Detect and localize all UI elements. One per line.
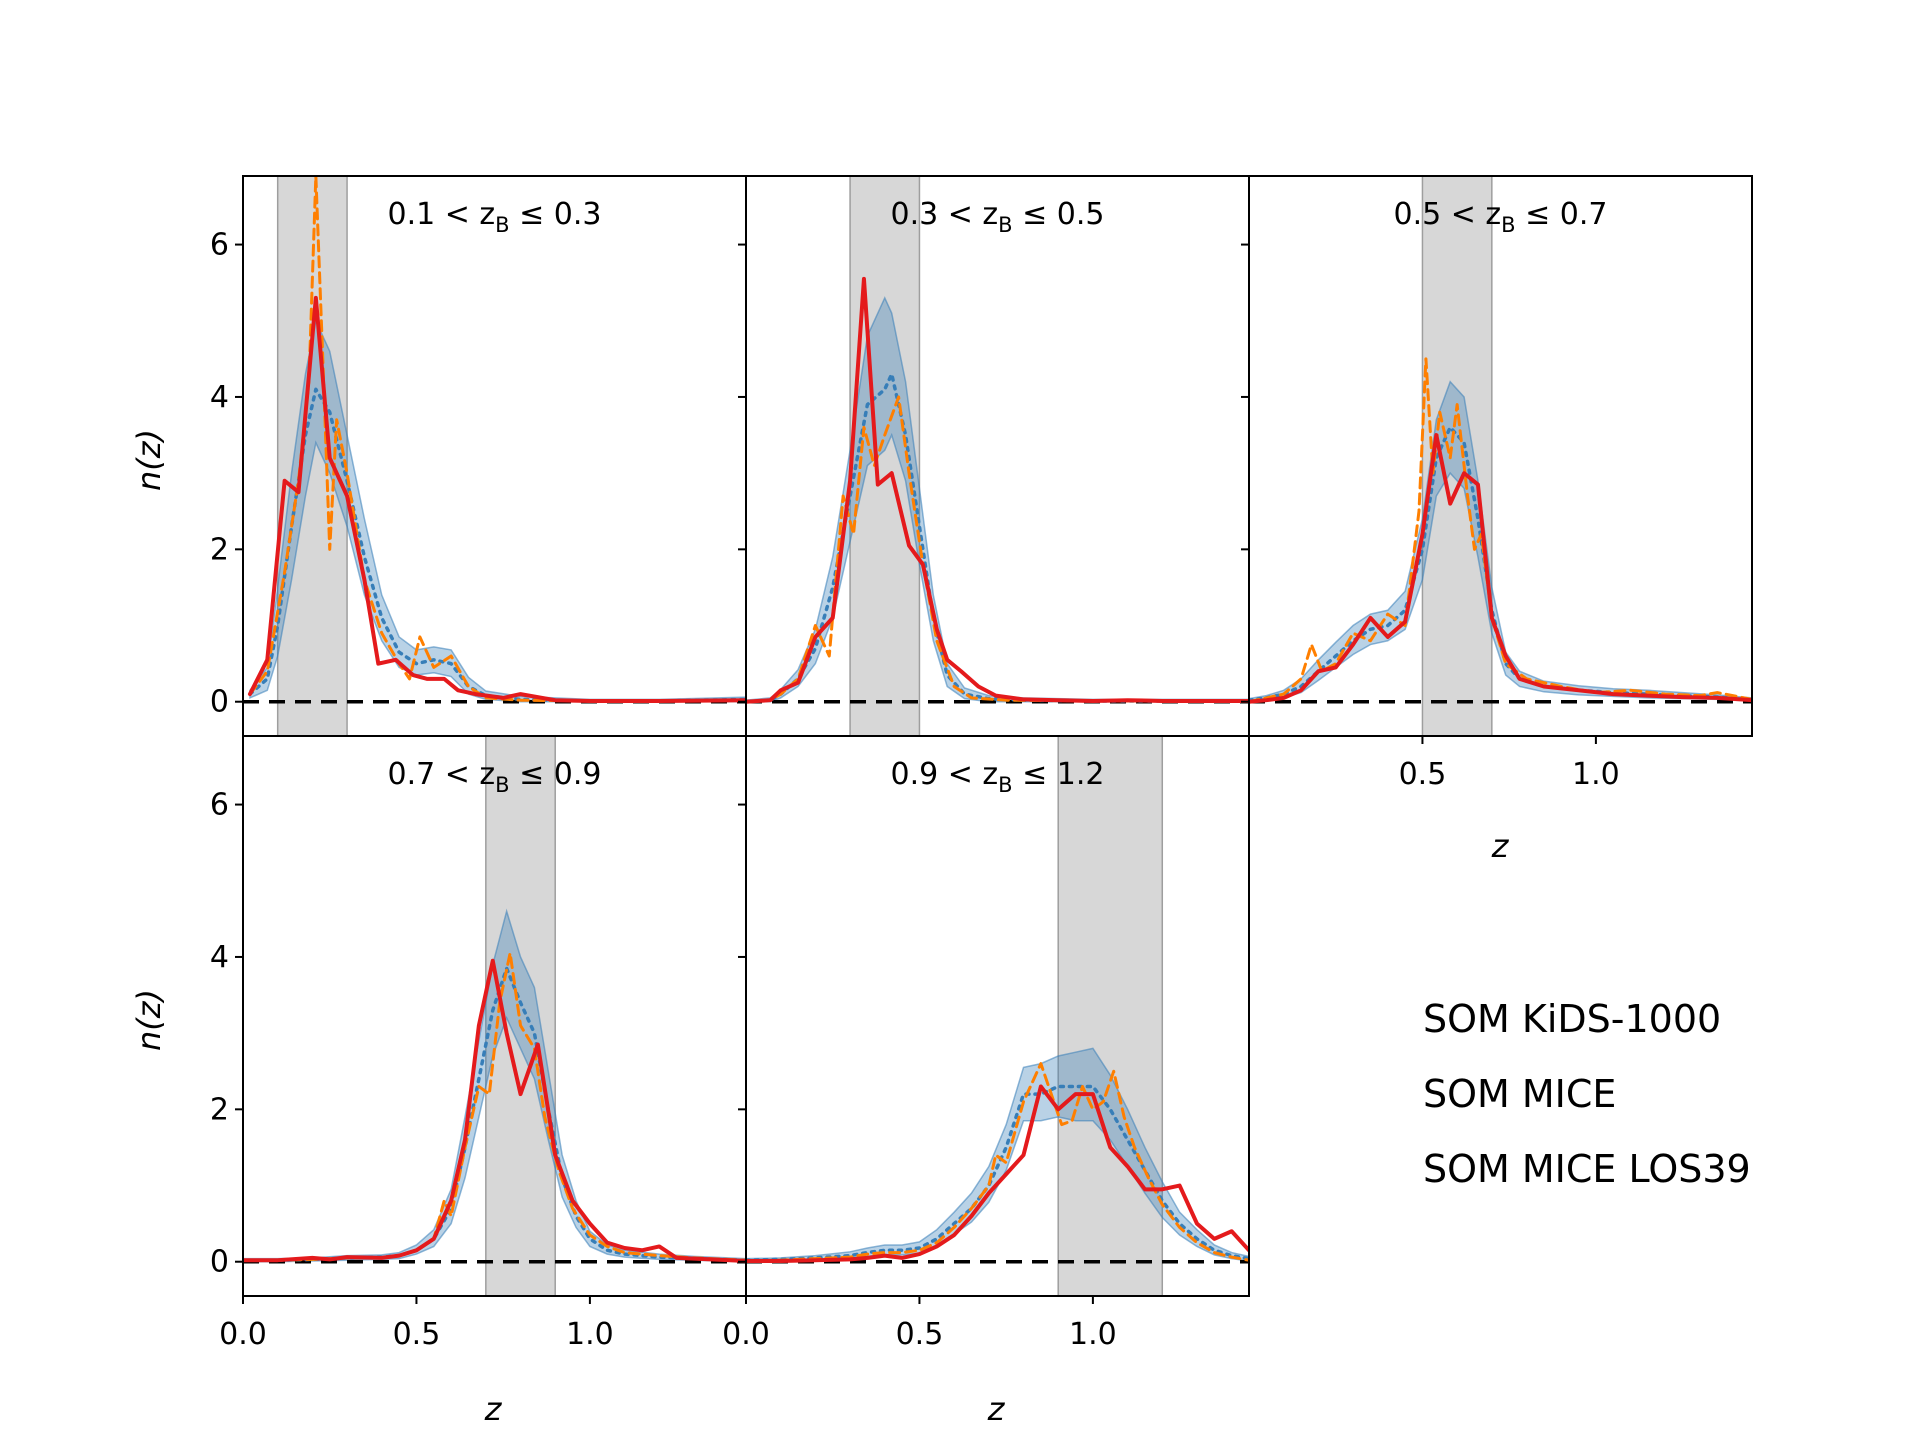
panel-3: 0.5 < zB ≤ 0.7 0.5 1.0	[1241, 175, 1753, 792]
panel-frame	[1248, 175, 1753, 737]
panel-title: 0.9 < zB ≤ 1.2	[890, 757, 1104, 797]
legend-entry-kids: SOM KiDS-1000	[1423, 997, 1721, 1041]
bin-band	[485, 736, 556, 1296]
y-tick-label: 4	[210, 380, 229, 415]
panel-plot-area	[1249, 176, 1752, 736]
x-tick-label: 1.0	[1069, 1317, 1117, 1352]
series-mice-los39-line	[243, 951, 746, 1262]
series-kids-line	[746, 276, 1249, 704]
panel-title: 0.5 < zB ≤ 0.7	[1393, 197, 1607, 237]
y-axis-label-top: n(z)	[130, 429, 168, 491]
y-tick-label: 6	[210, 788, 229, 823]
x-tick-label: 0.5	[393, 1317, 441, 1352]
x-axis-label-left: z	[484, 1390, 503, 1428]
x-tick-label: 1.0	[566, 1317, 614, 1352]
series-mice-los39-line	[746, 1062, 1249, 1263]
x-tick-label: 0.0	[722, 1317, 770, 1352]
panel-title: 0.3 < zB ≤ 0.5	[890, 197, 1104, 237]
y-tick-label: 0	[210, 685, 229, 720]
panel-plot-area	[243, 736, 746, 1296]
panel-title: 0.7 < zB ≤ 0.9	[387, 757, 601, 797]
panels-layer: 0.1 < zB ≤ 0.3 0 2 4 6 0.3 < zB ≤ 0.5 0.5 < zB…	[210, 175, 1753, 1352]
series-kids-line	[1249, 433, 1752, 704]
bin-band	[1058, 736, 1163, 1296]
panel-plot-area	[746, 736, 1249, 1296]
y-tick-label: 0	[210, 1245, 229, 1280]
y-tick-label: 2	[210, 1092, 229, 1127]
legend: SOM KiDS-1000 SOM MICE SOM MICE LOS39	[1423, 997, 1751, 1191]
panel-5: 0.9 < zB ≤ 1.2 0.0 0.5 1.0	[722, 735, 1250, 1352]
x-tick-label: 0.5	[1399, 757, 1447, 792]
series-mice-line	[746, 1084, 1249, 1262]
x-tick-label: 0.0	[219, 1317, 267, 1352]
y-tick-label: 2	[210, 532, 229, 567]
y-tick-label: 4	[210, 940, 229, 975]
panel-title: 0.1 < zB ≤ 0.3	[387, 197, 601, 237]
x-axis-label-right: z	[1491, 827, 1510, 865]
legend-entry-mice: SOM MICE	[1423, 1072, 1616, 1116]
series-kids-line	[247, 295, 746, 703]
x-tick-label: 1.0	[1572, 757, 1620, 792]
panel-plot-area	[243, 176, 746, 736]
x-tick-label: 0.5	[896, 1317, 944, 1352]
panel-4: 0.7 < zB ≤ 0.9 0 2 4 6 0.0 0.5 1.0	[210, 735, 747, 1352]
x-axis-label-middle: z	[987, 1390, 1006, 1428]
mice-uncertainty-band	[243, 908, 746, 1263]
panel-frame	[745, 735, 1250, 1297]
panel-2: 0.3 < zB ≤ 0.5	[738, 175, 1250, 737]
y-tick-label: 6	[210, 228, 229, 263]
panel-plot-area	[746, 176, 1249, 736]
series-kids-line	[243, 958, 746, 1263]
series-kids-line	[746, 1084, 1249, 1263]
y-axis-label-bottom: n(z)	[130, 989, 168, 1051]
legend-entry-mice-los39: SOM MICE LOS39	[1423, 1147, 1751, 1191]
